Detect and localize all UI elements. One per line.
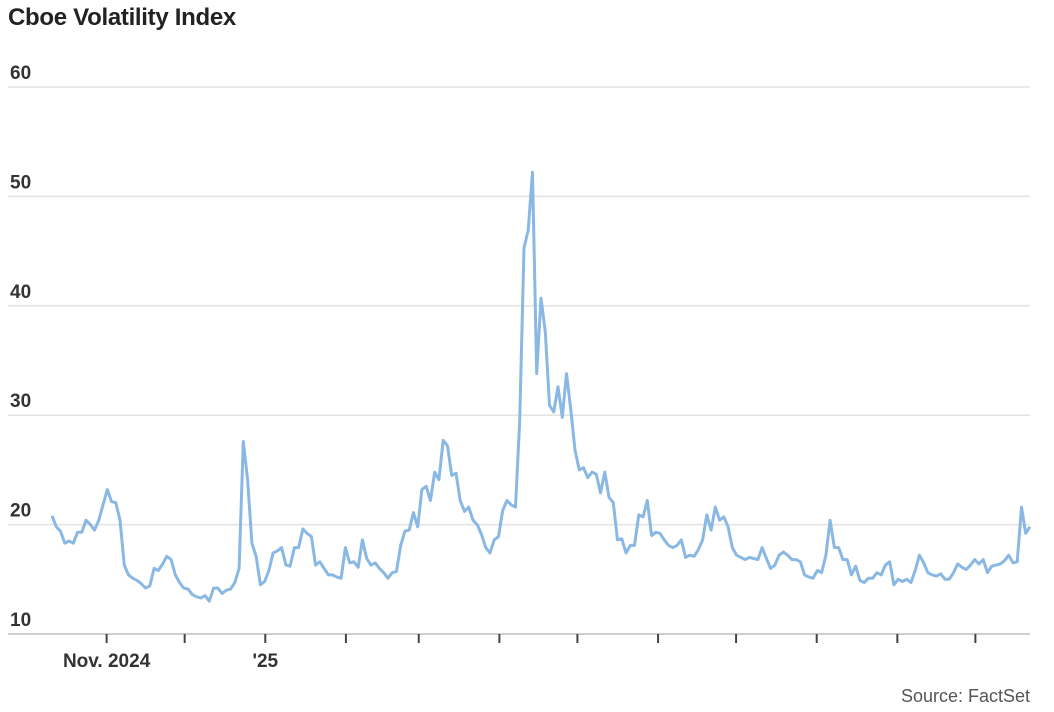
x-tick-label: '25 [252,651,278,672]
source-note: Source: FactSet [900,686,1030,706]
y-tick-label-10: 10 [10,610,31,631]
chart-title: Cboe Volatility Index [8,4,236,31]
y-tick-label-60: 60 [10,63,31,84]
y-tick-label-20: 20 [10,501,31,522]
y-tick-label-50: 50 [10,172,31,193]
vix-line [50,170,1032,603]
x-tick-label: Nov. 2024 [63,651,151,672]
y-tick-label-40: 40 [10,282,31,303]
y-tick-label-30: 30 [10,391,31,412]
